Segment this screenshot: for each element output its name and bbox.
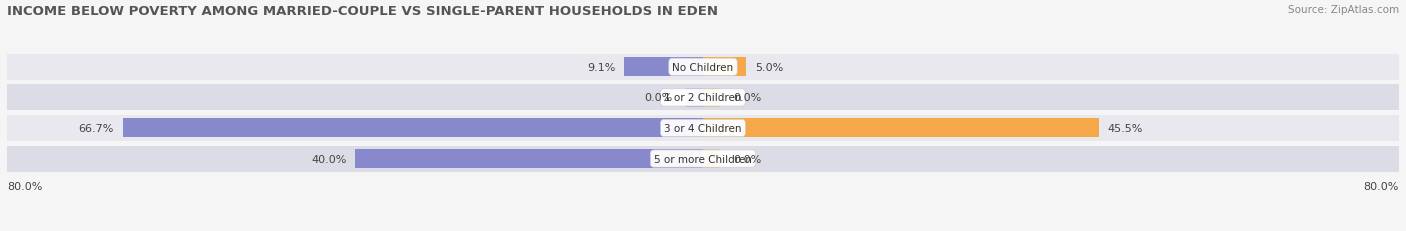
- Bar: [7, 146, 1399, 172]
- Text: 3 or 4 Children: 3 or 4 Children: [664, 123, 742, 133]
- Text: 80.0%: 80.0%: [1364, 181, 1399, 191]
- Bar: [7, 85, 1399, 111]
- Text: 0.0%: 0.0%: [734, 93, 762, 103]
- Bar: [703, 88, 720, 107]
- Text: 1 or 2 Children: 1 or 2 Children: [664, 93, 742, 103]
- Text: 5.0%: 5.0%: [755, 63, 783, 73]
- Text: 0.0%: 0.0%: [734, 154, 762, 164]
- Text: 9.1%: 9.1%: [586, 63, 616, 73]
- Text: Source: ZipAtlas.com: Source: ZipAtlas.com: [1288, 5, 1399, 15]
- Text: 40.0%: 40.0%: [311, 154, 346, 164]
- Text: 66.7%: 66.7%: [79, 123, 114, 133]
- Text: No Children: No Children: [672, 63, 734, 73]
- Bar: [7, 55, 1399, 80]
- Bar: [122, 119, 703, 138]
- Text: 80.0%: 80.0%: [7, 181, 42, 191]
- Text: INCOME BELOW POVERTY AMONG MARRIED-COUPLE VS SINGLE-PARENT HOUSEHOLDS IN EDEN: INCOME BELOW POVERTY AMONG MARRIED-COUPL…: [7, 5, 718, 18]
- Bar: [703, 58, 747, 77]
- Bar: [7, 116, 1399, 141]
- Bar: [703, 119, 1099, 138]
- Text: 45.5%: 45.5%: [1108, 123, 1143, 133]
- Bar: [354, 149, 703, 168]
- Bar: [624, 58, 703, 77]
- Text: 5 or more Children: 5 or more Children: [654, 154, 752, 164]
- Bar: [686, 88, 703, 107]
- Bar: [703, 149, 720, 168]
- Text: 0.0%: 0.0%: [644, 93, 672, 103]
